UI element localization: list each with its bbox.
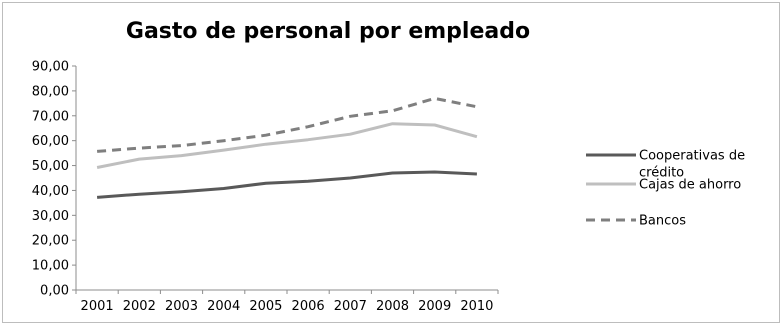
x-tick-label: 2005 (249, 299, 282, 314)
series-line-2 (96, 122, 478, 169)
y-tick-label: 70,00 (32, 109, 69, 124)
x-tick-label: 2002 (123, 299, 156, 314)
legend-label: Bancos (639, 214, 686, 229)
x-tick-label: 2009 (418, 299, 451, 314)
y-tick-label: 60,00 (32, 134, 69, 149)
series-line-1 (96, 170, 477, 199)
y-tick-label: 50,00 (32, 159, 69, 174)
legend-label: crédito (639, 166, 684, 181)
y-tick-label: 40,00 (32, 184, 69, 199)
y-tick-label: 10,00 (32, 259, 69, 274)
x-tick-label: 2004 (207, 299, 240, 314)
y-tick-label: 20,00 (32, 234, 69, 249)
x-tick-label: 2006 (292, 299, 325, 314)
x-tick-label: 2001 (81, 299, 114, 314)
series-lines (96, 96, 478, 199)
y-tick-label: 80,00 (32, 84, 69, 99)
y-tick-label: 30,00 (32, 209, 69, 224)
chart-frame: Gasto de personal por empleado 0,00 10,00… (2, 2, 780, 323)
legend-label: Cooperativas de (639, 149, 745, 164)
chart-title: Gasto de personal por empleado (125, 19, 531, 44)
y-tick-label: 0,00 (40, 284, 69, 299)
x-axis: 2001 2002 2003 2004 2005 2006 2007 2008 2009 2010 (75, 289, 499, 314)
x-tick-label: 2007 (334, 299, 367, 314)
y-tick-label: 90,00 (32, 60, 69, 75)
line-chart: 0,00 10,00 20,00 30,00 40,00 50,00 60,00 70,00 8… (32, 60, 745, 315)
series-line-3 (96, 96, 478, 153)
x-tick-label: 2010 (460, 299, 493, 314)
x-tick-label: 2008 (376, 299, 409, 314)
x-tick-label: 2003 (165, 299, 198, 314)
legend-label: Cajas de ahorro (639, 178, 741, 193)
y-axis: 0,00 10,00 20,00 30,00 40,00 50,00 60,00 70,00 8… (32, 60, 77, 299)
